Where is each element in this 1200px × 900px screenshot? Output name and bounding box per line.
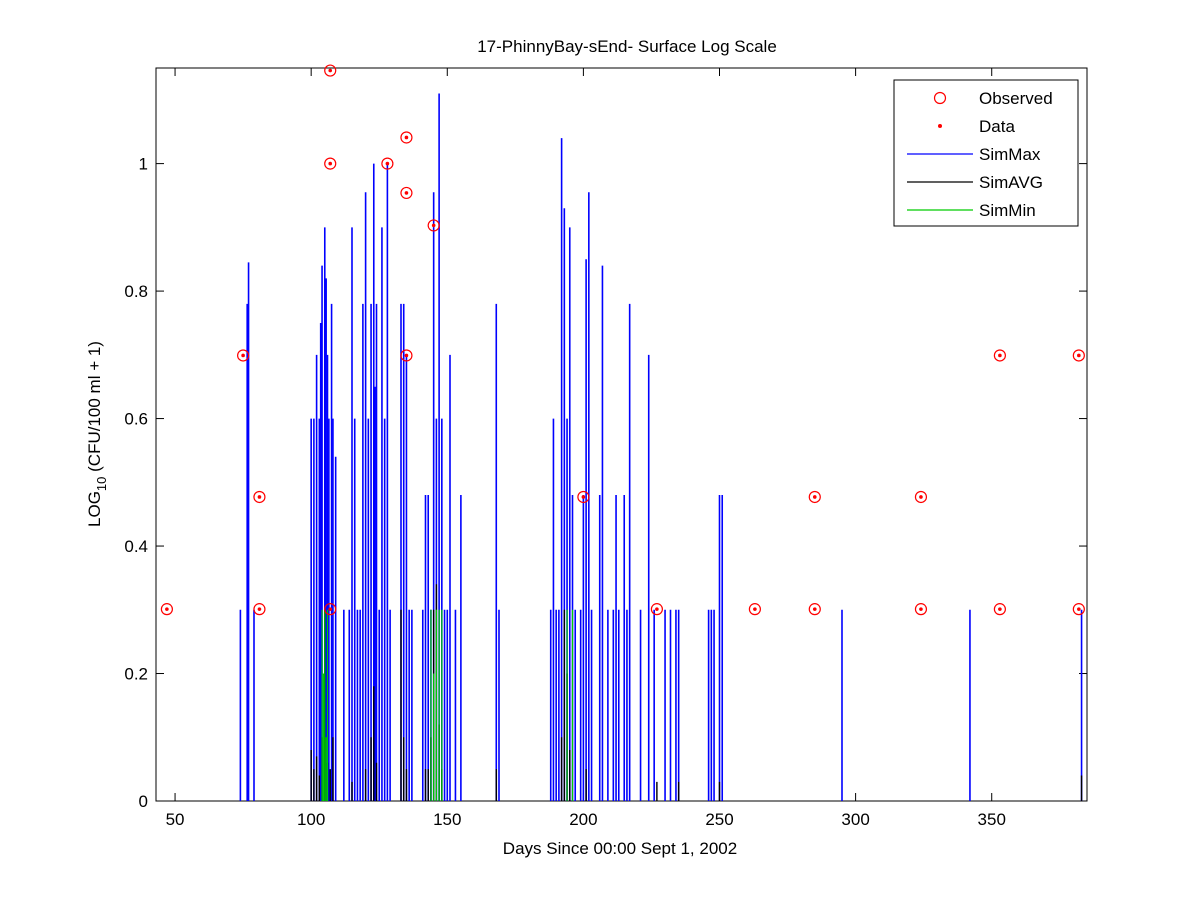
x-tick-label: 300 <box>841 810 869 829</box>
data-point <box>998 353 1002 358</box>
data-point <box>1077 607 1081 611</box>
data-point <box>812 607 817 611</box>
data-point <box>165 607 169 611</box>
y-tick-label: 0.4 <box>124 537 148 556</box>
observed-point <box>914 603 928 616</box>
y-tick-label: 0.8 <box>124 282 148 301</box>
x-tick-label: 350 <box>978 810 1006 829</box>
observed-point <box>253 490 266 504</box>
observed-point <box>237 349 250 362</box>
data-point <box>241 353 245 358</box>
observed-point <box>324 64 337 77</box>
x-axis: 50 100 150 200 250 300 350 <box>166 68 1006 829</box>
observed-point <box>808 603 821 616</box>
y-tick-label: 0 <box>139 792 148 811</box>
y-tick-label: 0.2 <box>124 665 148 684</box>
x-tick-label: 100 <box>297 810 325 829</box>
legend-box <box>893 79 1079 227</box>
y-tick-label: 0.6 <box>124 410 148 429</box>
observed-point <box>1072 349 1085 362</box>
legend-marker-observed <box>933 91 947 105</box>
y-axis: 0 0.2 0.4 0.6 0.8 1 <box>124 155 1087 811</box>
observed-point <box>808 490 821 504</box>
x-axis-label: Days Since 00:00 Sept 1, 2002 <box>503 839 737 858</box>
data-point <box>655 607 659 611</box>
legend-label: SimMax <box>979 145 1041 164</box>
legend: Observed Data SimMax SimAVG SimMin <box>893 79 1079 227</box>
observed-point <box>160 603 173 616</box>
x-tick-label: 150 <box>433 810 461 829</box>
data-point <box>257 495 262 499</box>
observed-point <box>914 490 928 504</box>
data-point <box>919 495 923 499</box>
data-point <box>404 135 409 140</box>
legend-label: SimAVG <box>979 173 1043 192</box>
data-point <box>998 607 1002 611</box>
data-point <box>1077 353 1081 358</box>
observed-point <box>400 349 413 362</box>
data-point <box>328 68 333 73</box>
observed-point <box>324 157 337 170</box>
data-point <box>328 607 333 611</box>
legend-label: SimMin <box>979 201 1036 220</box>
series-simmin <box>321 609 574 801</box>
legend-marker-data <box>938 124 942 128</box>
observed-point <box>400 131 413 144</box>
observed-point <box>400 186 413 200</box>
observed-point <box>1072 603 1085 616</box>
data-point <box>404 191 409 195</box>
series-observed <box>160 64 1085 616</box>
data-point <box>812 495 817 499</box>
observed-point <box>993 603 1006 616</box>
data-point <box>753 607 757 611</box>
y-tick-label: 1 <box>139 155 148 174</box>
observed-point <box>993 349 1006 362</box>
x-tick-label: 200 <box>569 810 597 829</box>
data-point <box>581 495 586 499</box>
observed-point <box>748 603 761 616</box>
chart-title: 17-PhinnyBay-sEnd- Surface Log Scale <box>477 37 777 56</box>
observed-point <box>650 603 663 616</box>
observed-point <box>427 219 440 232</box>
observed-point <box>577 490 590 504</box>
data-point <box>257 607 262 611</box>
data-point <box>328 161 333 166</box>
data-point <box>919 607 923 611</box>
observed-point <box>324 603 337 616</box>
x-tick-label: 250 <box>705 810 733 829</box>
y-axis-label: LOG10 (CFU/100 ml + 1) <box>85 341 109 527</box>
data-point <box>431 223 436 228</box>
legend-label: Observed <box>979 89 1053 108</box>
x-tick-label: 50 <box>166 810 185 829</box>
data-point <box>385 161 390 166</box>
legend-label: Data <box>979 117 1015 136</box>
observed-point <box>381 157 394 170</box>
observed-point <box>253 603 266 616</box>
data-point <box>404 353 409 358</box>
